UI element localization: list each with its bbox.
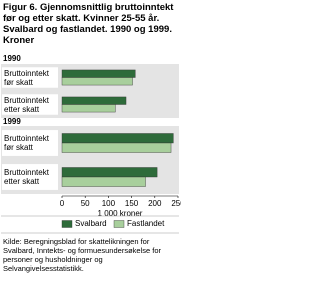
panel-title: 1999 [3,117,21,126]
chart-title: Figur 6. Gjennomsnittlig bruttoinntekt f… [3,2,174,46]
chart: 1990 1999 0 50 100 150 200 250 1 000 kronerSvalb… [1,54,181,234]
source-note: Kilde: Beregningsblad for skattelikninge… [3,237,161,273]
legend-swatch [61,220,73,228]
bar [61,69,136,78]
bar [61,142,172,153]
category-label: Bruttoinntekt etter skatt [4,95,49,114]
bar [61,77,133,86]
category-label: Bruttoinntekt før skatt [4,68,49,87]
x-tick-label: 200 [148,199,162,208]
category-label: Bruttoinntekt etter skatt [4,168,49,186]
panel-title: 1990 [3,54,21,63]
label-box [2,94,58,115]
label-box [2,67,58,88]
x-tick-label: 50 [81,199,90,208]
legend-label: Svalbard [75,219,107,228]
bar [61,133,174,144]
x-tick-label: 150 [125,199,139,208]
x-tick-label: 0 [60,199,65,208]
bar [61,167,158,178]
label-box [2,164,58,190]
label-box [2,130,58,156]
legend-label: Fastlandet [127,219,165,228]
page: Figur 6. Gjennomsnittlig bruttoinntekt f… [1,2,181,273]
x-tick-label: 250 [171,199,181,208]
bar [61,96,127,105]
category-label: Bruttoinntekt før skatt [4,134,49,152]
bar [61,176,146,187]
x-axis-label: 1 000 kroner [98,209,143,218]
x-tick-label: 100 [102,199,116,208]
legend-swatch [113,220,125,228]
bar [61,104,116,113]
